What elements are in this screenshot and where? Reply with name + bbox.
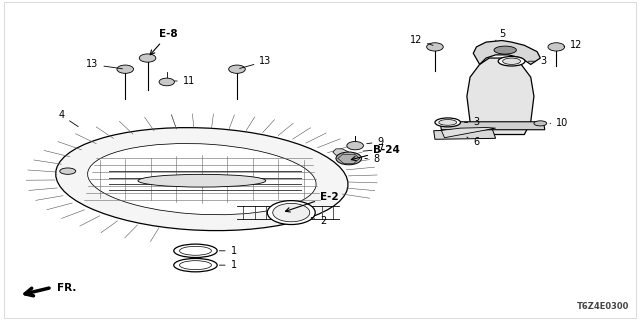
Ellipse shape xyxy=(173,259,217,272)
Polygon shape xyxy=(434,129,495,139)
Text: 5: 5 xyxy=(495,29,505,41)
Text: 3: 3 xyxy=(529,56,547,66)
Ellipse shape xyxy=(439,120,457,125)
Circle shape xyxy=(117,65,134,73)
Text: T6Z4E0300: T6Z4E0300 xyxy=(577,302,630,311)
Text: 9: 9 xyxy=(367,137,383,147)
Text: 13: 13 xyxy=(239,56,271,68)
Text: 1: 1 xyxy=(220,246,237,256)
Circle shape xyxy=(427,43,444,51)
Text: 1: 1 xyxy=(220,260,237,270)
Ellipse shape xyxy=(498,56,525,66)
Text: E-8: E-8 xyxy=(150,29,178,55)
Circle shape xyxy=(228,65,245,73)
Ellipse shape xyxy=(138,174,266,187)
Polygon shape xyxy=(440,122,545,130)
Text: 2: 2 xyxy=(311,216,326,226)
Circle shape xyxy=(159,78,174,86)
Text: E-2: E-2 xyxy=(285,192,339,212)
Ellipse shape xyxy=(179,246,211,255)
Circle shape xyxy=(140,54,156,62)
Ellipse shape xyxy=(494,46,516,54)
Ellipse shape xyxy=(56,128,348,231)
Text: 10: 10 xyxy=(550,118,568,128)
Text: 12: 12 xyxy=(564,40,582,50)
Text: 3: 3 xyxy=(465,117,479,127)
Circle shape xyxy=(336,152,362,165)
Ellipse shape xyxy=(179,261,211,270)
Text: 11: 11 xyxy=(174,76,195,86)
Circle shape xyxy=(548,43,564,51)
Ellipse shape xyxy=(88,143,316,215)
Text: 4: 4 xyxy=(58,110,78,127)
Circle shape xyxy=(347,141,364,150)
Text: 13: 13 xyxy=(86,60,122,69)
Ellipse shape xyxy=(173,244,217,258)
Ellipse shape xyxy=(534,121,547,126)
Text: B-24: B-24 xyxy=(351,146,400,161)
Ellipse shape xyxy=(502,58,520,64)
Ellipse shape xyxy=(268,201,316,225)
Text: FR.: FR. xyxy=(57,283,76,293)
Polygon shape xyxy=(333,149,349,155)
Ellipse shape xyxy=(273,203,310,222)
Text: 12: 12 xyxy=(410,35,433,45)
Text: 6: 6 xyxy=(467,137,479,148)
Polygon shape xyxy=(473,41,540,64)
Text: 8: 8 xyxy=(365,154,379,164)
Ellipse shape xyxy=(435,118,461,127)
Ellipse shape xyxy=(60,168,76,174)
Polygon shape xyxy=(467,58,534,134)
Text: 7: 7 xyxy=(363,145,384,155)
Polygon shape xyxy=(442,127,495,138)
